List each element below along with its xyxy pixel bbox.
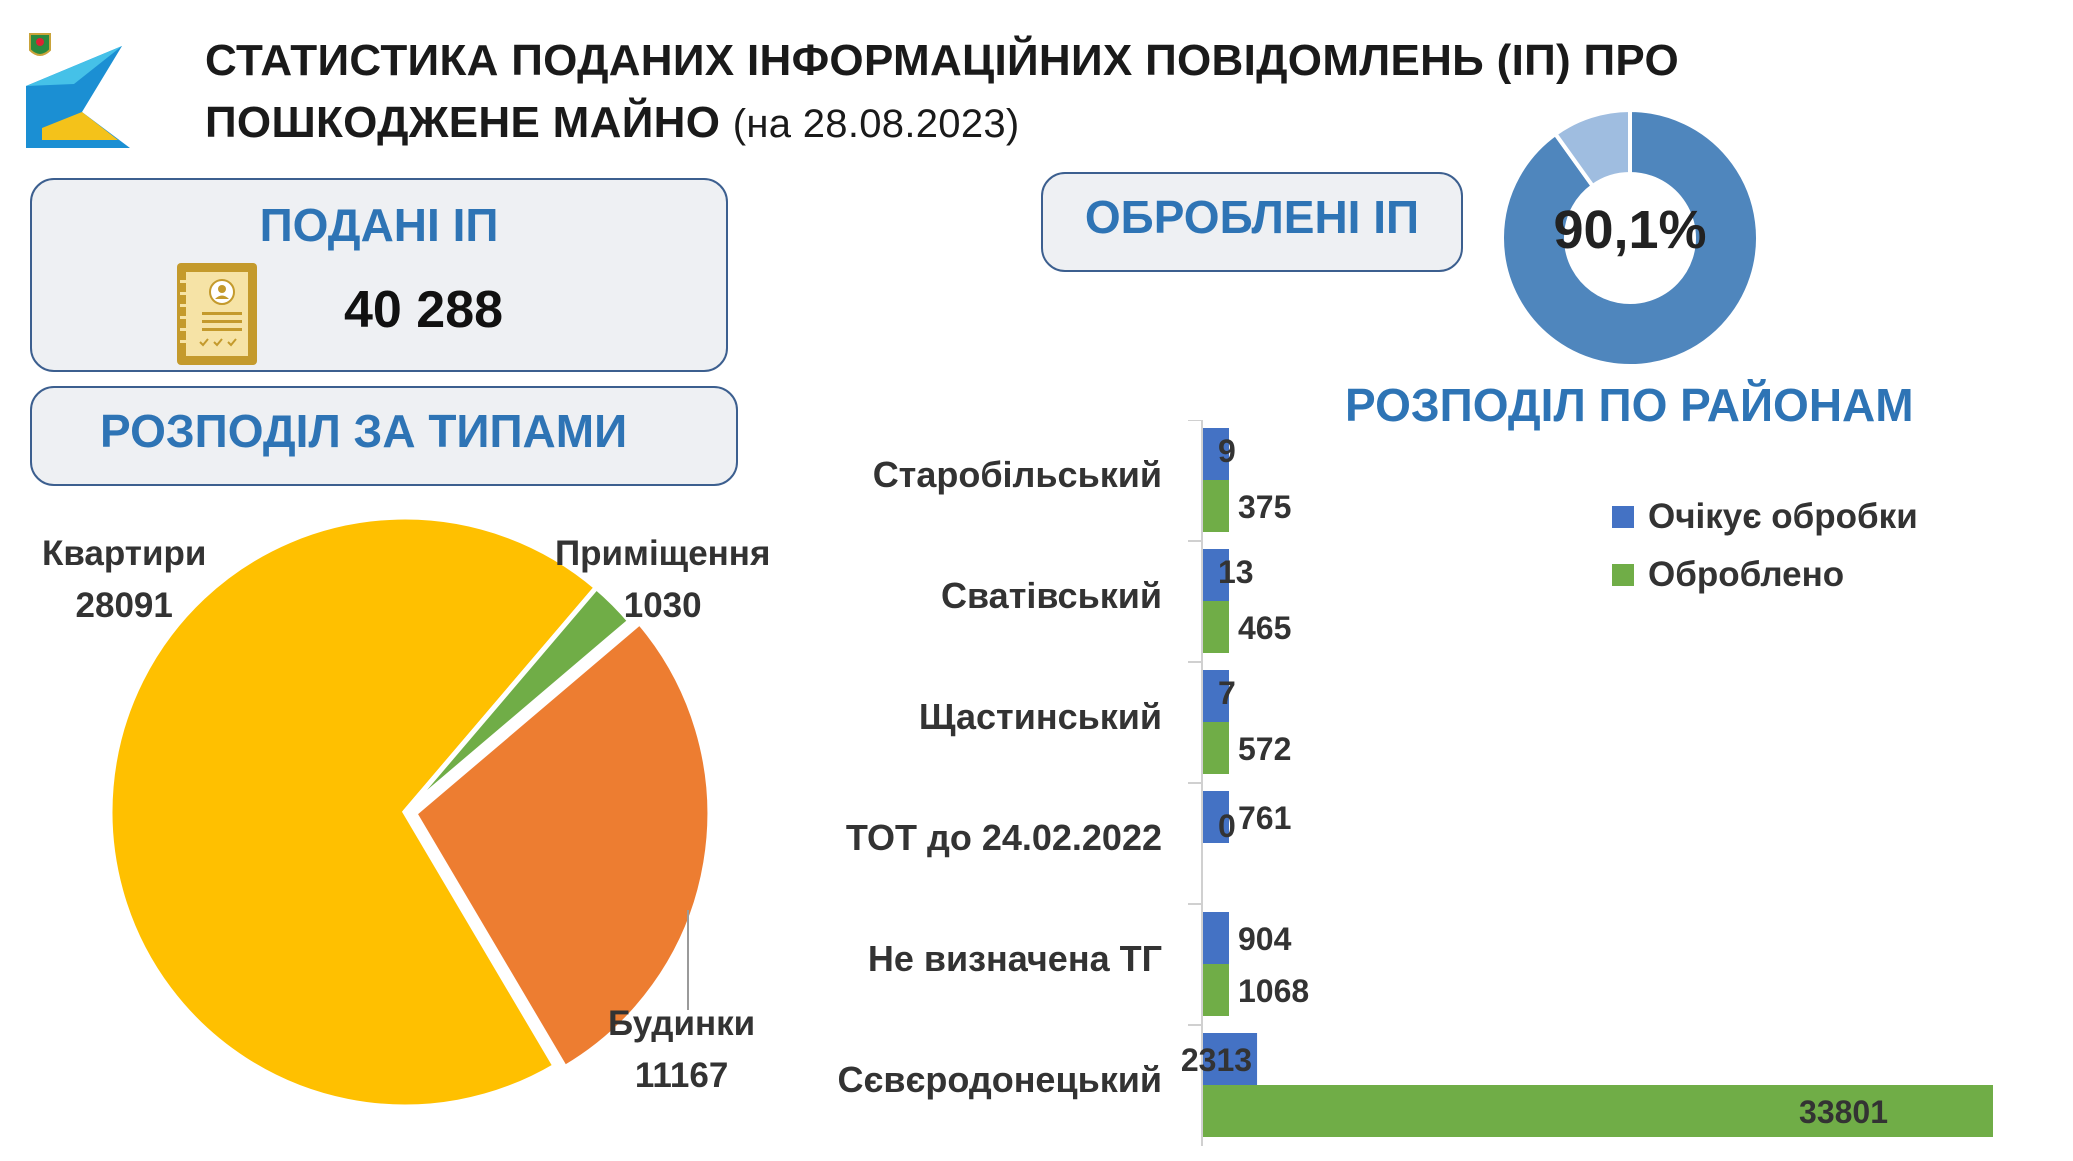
- donut-center-label: 90,1%: [1553, 200, 1706, 260]
- bar-pending-value: 9: [1218, 433, 1236, 469]
- bar-processed: [1203, 601, 1229, 653]
- pie-label-premises-value: 1030: [623, 586, 702, 625]
- bar-processed: [1203, 722, 1229, 774]
- region-logo: [22, 28, 134, 150]
- bar-processed-value: 33801: [1799, 1094, 1888, 1130]
- bar-pending-value: 2313: [1181, 1042, 1252, 1078]
- processed-title: ОБРОБЛЕНІ ІП: [1084, 191, 1420, 243]
- pie-label-houses-value: 11167: [634, 1056, 729, 1095]
- bar-processed: [1203, 480, 1229, 532]
- title-line-1: СТАТИСТИКА ПОДАНИХ ІНФОРМАЦІЙНИХ ПОВІДОМ…: [205, 36, 1680, 85]
- bar-pending: [1203, 428, 1229, 480]
- bar-pending: [1203, 549, 1229, 601]
- submitted-count: 40 288: [344, 281, 504, 339]
- types-title: РОЗПОДІЛ ЗА ТИПАМИ: [100, 405, 628, 457]
- bar-pending-value: 7: [1218, 675, 1236, 711]
- bar-legend: Очікує обробки Оброблено: [1612, 488, 1918, 604]
- legend-swatch-processed: [1612, 564, 1634, 586]
- types-pie-chart: [107, 514, 713, 1110]
- submitted-title: ПОДАНІ ІП: [259, 199, 499, 251]
- bar-processed: [1203, 964, 1229, 1016]
- pie-label-premises: Приміщення 1030: [555, 528, 770, 632]
- pie-slice-premises: [403, 583, 634, 814]
- bar-pending-value: 904: [1238, 921, 1292, 957]
- bar-category-label: Не визначена ТГ: [867, 938, 1162, 979]
- districts-title: РОЗПОДІЛ ПО РАЙОНАМ: [1345, 379, 1914, 431]
- legend-label-pending: Очікує обробки: [1648, 497, 1918, 536]
- legend-label-processed: Оброблено: [1648, 555, 1845, 594]
- pie-label-apartments-name: Квартири: [42, 534, 207, 573]
- bar-category-label: ТОТ до 24.02.2022: [845, 817, 1162, 858]
- pie-label-houses: Будинки 11167: [608, 998, 755, 1102]
- processed-panel: ОБРОБЛЕНІ ІП: [1041, 172, 1463, 272]
- page-title: СТАТИСТИКА ПОДАНИХ ІНФОРМАЦІЙНИХ ПОВІДОМ…: [205, 30, 1679, 155]
- donut-slice-remaining: [1552, 107, 1632, 189]
- legend-item-pending: Очікує обробки: [1612, 488, 1918, 546]
- bar-pending-value: 761: [1238, 800, 1291, 836]
- title-line-2: ПОШКОДЖЕНЕ МАЙНО: [205, 98, 721, 147]
- donut-slice-processed: [1500, 107, 1760, 368]
- report-date: (на 28.08.2023): [732, 102, 1020, 146]
- bar-pending: [1203, 791, 1229, 843]
- bar-category-label: Старобільський: [872, 454, 1162, 495]
- bar-processed: [1203, 1085, 1993, 1137]
- pie-label-apartments-value: 28091: [75, 586, 173, 625]
- bar-processed-value: 572: [1238, 731, 1291, 767]
- bar-processed-value: 465: [1238, 610, 1291, 646]
- processed-donut-chart: 90,1%: [1500, 107, 1760, 368]
- bar-processed-value: 1068: [1238, 973, 1309, 1009]
- submitted-panel: ПОДАНІ ІП 40 288: [30, 178, 728, 372]
- bar-processed-value: 0: [1218, 808, 1236, 844]
- pie-slice-houses: [411, 619, 713, 1072]
- bar-processed-value: 375: [1238, 489, 1291, 525]
- pie-label-houses-name: Будинки: [608, 1004, 756, 1043]
- pie-label-apartments: Квартири 28091: [42, 528, 206, 632]
- bar-category-label: Щастинський: [918, 696, 1162, 737]
- bar-category-label: Сєвєродонецький: [837, 1059, 1162, 1100]
- pie-label-premises-name: Приміщення: [555, 534, 771, 573]
- bar-category-label: Сватівський: [941, 575, 1162, 616]
- bar-pending: [1203, 912, 1229, 964]
- pie-slice-apartments: [107, 514, 600, 1110]
- bar-pending: [1203, 1033, 1258, 1085]
- bar-pending-value: 13: [1218, 554, 1254, 590]
- types-panel: РОЗПОДІЛ ЗА ТИПАМИ: [30, 386, 738, 486]
- legend-swatch-pending: [1612, 506, 1634, 528]
- legend-item-processed: Оброблено: [1612, 546, 1918, 604]
- document-certificate-icon: [176, 262, 258, 371]
- bar-pending: [1203, 670, 1229, 722]
